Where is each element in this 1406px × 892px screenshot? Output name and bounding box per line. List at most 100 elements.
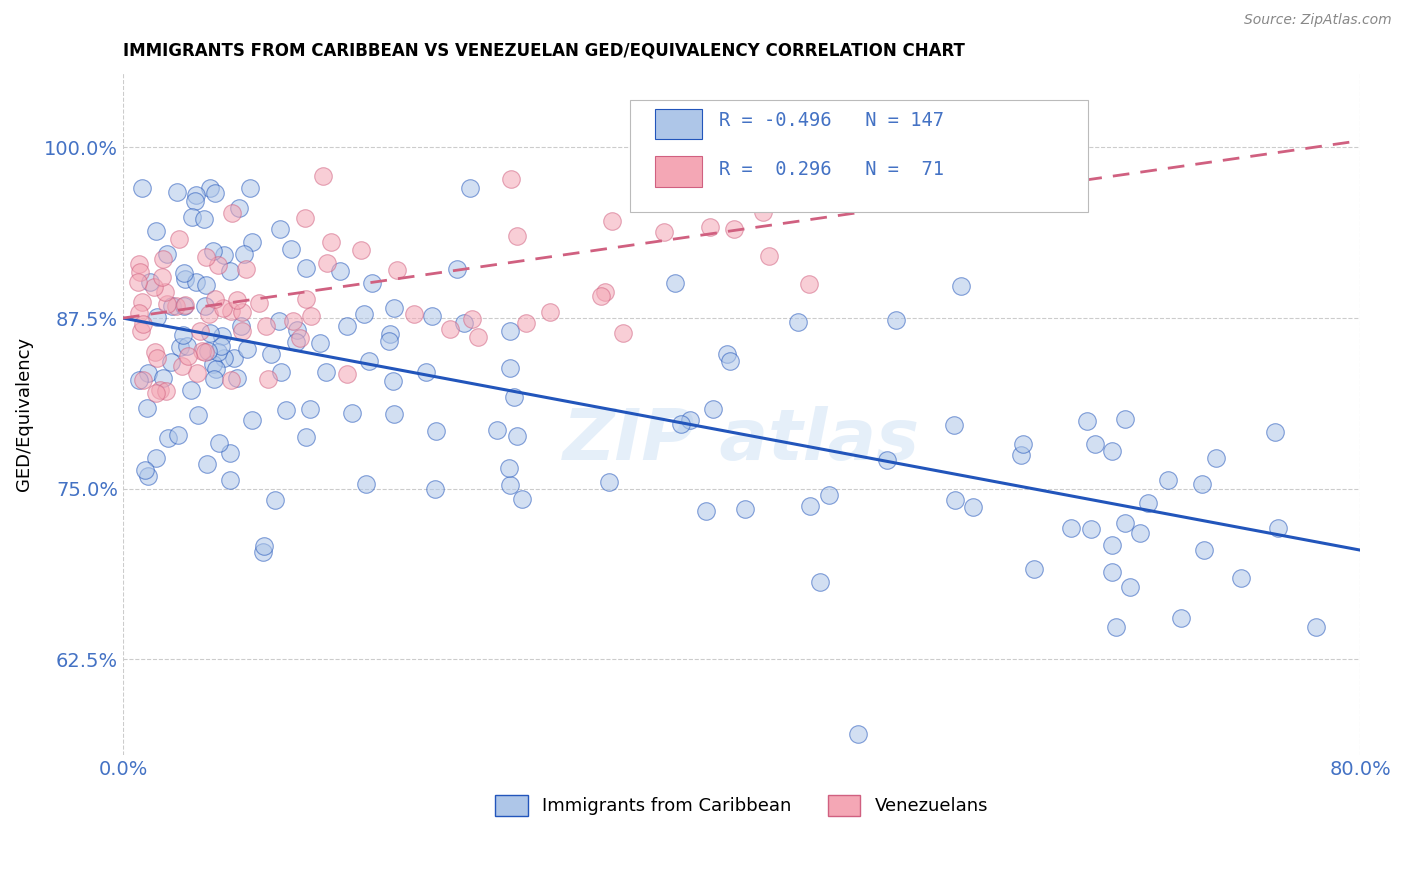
Point [156, 246, 179, 260]
Point [156, 297, 179, 311]
Point [350, 244, 373, 258]
Point [758, 249, 780, 263]
Point [486, 423, 509, 437]
Point [294, 211, 316, 226]
Point [1012, 436, 1035, 450]
FancyBboxPatch shape [655, 109, 702, 139]
Point [145, 386, 167, 401]
Point [221, 206, 243, 220]
Point [264, 492, 287, 507]
Point [204, 186, 226, 200]
Y-axis label: GED/Equivalency: GED/Equivalency [15, 336, 32, 491]
Point [194, 299, 217, 313]
Point [506, 429, 529, 443]
FancyBboxPatch shape [630, 100, 1088, 212]
Point [177, 349, 200, 363]
Point [943, 417, 966, 432]
Point [188, 324, 211, 338]
Point [498, 324, 520, 338]
Point [150, 269, 173, 284]
Point [723, 222, 745, 236]
Point [299, 309, 322, 323]
Point [702, 402, 724, 417]
Point [209, 338, 232, 352]
Point [439, 322, 461, 336]
Text: IMMIGRANTS FROM CARIBBEAN VS VENEZUELAN GED/EQUIVALENCY CORRELATION CHART: IMMIGRANTS FROM CARIBBEAN VS VENEZUELAN … [122, 42, 965, 60]
Point [173, 298, 195, 312]
Point [184, 187, 207, 202]
Point [288, 330, 311, 344]
Point [353, 307, 375, 321]
Point [752, 205, 775, 219]
Point [128, 306, 150, 320]
Point [378, 327, 401, 342]
Point [340, 406, 363, 420]
Point [1156, 473, 1178, 487]
Point [229, 319, 252, 334]
Point [240, 235, 263, 249]
Point [172, 328, 194, 343]
Point [167, 232, 190, 246]
Point [498, 461, 520, 475]
Point [157, 431, 180, 445]
Point [194, 250, 217, 264]
Point [1105, 619, 1128, 633]
Point [270, 365, 292, 379]
Point [512, 492, 534, 507]
Point [129, 264, 152, 278]
Point [172, 359, 194, 373]
Point [538, 305, 561, 319]
Point [159, 355, 181, 369]
Point [202, 244, 225, 258]
Point [336, 318, 359, 333]
Point [253, 539, 276, 553]
Point [197, 344, 219, 359]
Point [718, 354, 741, 368]
Point [799, 499, 821, 513]
Point [131, 181, 153, 195]
Point [1119, 580, 1142, 594]
Point [173, 266, 195, 280]
Point [219, 264, 242, 278]
Point [169, 340, 191, 354]
Point [226, 293, 249, 307]
Point [308, 336, 330, 351]
Point [152, 252, 174, 267]
Point [506, 229, 529, 244]
Point [1305, 620, 1327, 634]
Point [797, 277, 820, 292]
Point [184, 275, 207, 289]
Point [135, 401, 157, 415]
Point [382, 301, 405, 316]
Point [295, 261, 318, 276]
Point [1129, 525, 1152, 540]
Point [734, 501, 756, 516]
Point [179, 383, 201, 397]
Point [1076, 414, 1098, 428]
Point [357, 354, 380, 368]
Point [498, 360, 520, 375]
Point [142, 279, 165, 293]
Point [145, 310, 167, 324]
Text: R = -0.496   N = 147: R = -0.496 N = 147 [720, 112, 945, 130]
Point [134, 463, 156, 477]
Point [1264, 425, 1286, 439]
Point [404, 306, 426, 320]
Point [231, 324, 253, 338]
Point [360, 276, 382, 290]
Point [132, 318, 155, 332]
Point [287, 323, 309, 337]
Point [205, 362, 228, 376]
Point [1205, 451, 1227, 466]
Point [212, 301, 235, 315]
Point [1191, 477, 1213, 491]
Point [501, 171, 523, 186]
Point [166, 186, 188, 200]
Point [281, 314, 304, 328]
Point [598, 475, 620, 489]
Point [240, 413, 263, 427]
Point [382, 407, 405, 421]
Point [311, 169, 333, 183]
Point [128, 373, 150, 387]
Point [174, 271, 197, 285]
